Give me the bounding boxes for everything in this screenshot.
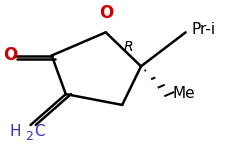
Text: H: H (9, 124, 21, 139)
Text: O: O (99, 3, 113, 21)
Text: C: C (34, 124, 45, 139)
Text: R: R (123, 40, 133, 54)
Text: O: O (4, 46, 18, 64)
Text: Pr-i: Pr-i (192, 22, 216, 37)
Text: Me: Me (173, 86, 195, 101)
Text: 2: 2 (25, 130, 33, 143)
